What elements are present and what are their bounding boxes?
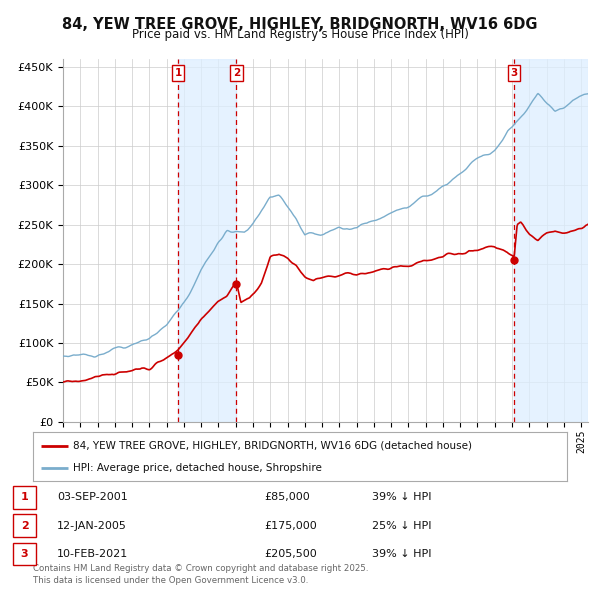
- Text: 2: 2: [21, 521, 28, 530]
- Text: Contains HM Land Registry data © Crown copyright and database right 2025.
This d: Contains HM Land Registry data © Crown c…: [33, 565, 368, 585]
- Text: 39% ↓ HPI: 39% ↓ HPI: [372, 549, 431, 559]
- Text: £85,000: £85,000: [264, 493, 310, 502]
- Text: 39% ↓ HPI: 39% ↓ HPI: [372, 493, 431, 502]
- Text: 12-JAN-2005: 12-JAN-2005: [57, 521, 127, 530]
- Text: HPI: Average price, detached house, Shropshire: HPI: Average price, detached house, Shro…: [73, 463, 322, 473]
- Text: 84, YEW TREE GROVE, HIGHLEY, BRIDGNORTH, WV16 6DG: 84, YEW TREE GROVE, HIGHLEY, BRIDGNORTH,…: [62, 17, 538, 31]
- Text: 3: 3: [511, 68, 518, 78]
- Bar: [178, 59, 236, 422]
- Text: 10-FEB-2021: 10-FEB-2021: [57, 549, 128, 559]
- Text: 25% ↓ HPI: 25% ↓ HPI: [372, 521, 431, 530]
- Text: Price paid vs. HM Land Registry's House Price Index (HPI): Price paid vs. HM Land Registry's House …: [131, 28, 469, 41]
- Text: 2: 2: [233, 68, 240, 78]
- Text: £205,500: £205,500: [264, 549, 317, 559]
- Text: 3: 3: [21, 549, 28, 559]
- Text: 1: 1: [175, 68, 182, 78]
- Text: £175,000: £175,000: [264, 521, 317, 530]
- Text: 1: 1: [21, 493, 28, 502]
- Text: 84, YEW TREE GROVE, HIGHLEY, BRIDGNORTH, WV16 6DG (detached house): 84, YEW TREE GROVE, HIGHLEY, BRIDGNORTH,…: [73, 441, 472, 451]
- Bar: [514, 59, 588, 422]
- Text: 03-SEP-2001: 03-SEP-2001: [57, 493, 128, 502]
